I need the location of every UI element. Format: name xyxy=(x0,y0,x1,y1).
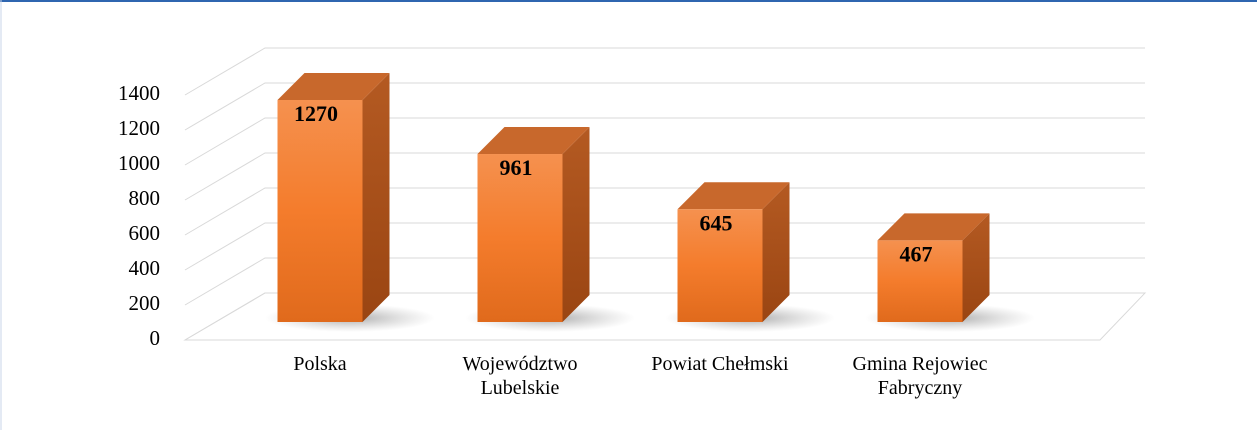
data-label: 961 xyxy=(500,155,533,180)
bar xyxy=(677,182,790,322)
grid-line xyxy=(184,117,1145,166)
x-tick-label-box: Powiat Chełmski xyxy=(651,353,789,375)
x-tick-label: Powiat Chełmski xyxy=(651,353,789,375)
grid-line xyxy=(184,257,1145,306)
bar-top xyxy=(877,213,990,241)
x-tick-label-box: Polska xyxy=(293,353,347,375)
data-label: 467 xyxy=(900,241,933,266)
y-tick-label: 1000 xyxy=(118,151,160,175)
y-tick-label: 1400 xyxy=(118,81,160,105)
bar-side xyxy=(362,73,390,322)
y-tick-label: 800 xyxy=(129,186,161,210)
bar-front xyxy=(877,240,963,322)
bar-top xyxy=(677,182,790,210)
y-tick-label: 1200 xyxy=(118,116,160,140)
bar xyxy=(877,213,990,322)
bar-front xyxy=(277,100,363,322)
grid-line xyxy=(184,222,1145,271)
bar xyxy=(277,73,390,322)
bar-side xyxy=(762,182,790,322)
grid-line xyxy=(184,47,1145,96)
bar-front xyxy=(677,209,763,322)
plot: 0 200 400 600 800 1000 1200 1400 1270 Polska 961 Wo… xyxy=(118,47,1147,399)
bar-side xyxy=(962,213,990,322)
grid-line xyxy=(184,292,1145,341)
x-tick-label: Województwo Lubelskie xyxy=(462,353,578,399)
y-tick-label: 200 xyxy=(129,291,161,315)
bar-side xyxy=(562,127,590,322)
grid-line xyxy=(184,152,1145,201)
y-tick-label: 0 xyxy=(150,326,161,350)
x-tick-label: Gmina Rejowiec Fabryczny xyxy=(852,353,988,399)
x-tick-label: Polska xyxy=(293,353,347,375)
bar-top xyxy=(477,127,590,155)
grid-line xyxy=(184,187,1145,236)
data-label: 645 xyxy=(700,210,733,235)
grid-line xyxy=(184,82,1145,131)
x-tick-label-box: Gmina Rejowiec Fabryczny xyxy=(852,353,988,399)
x-tick-label-box: Województwo Lubelskie xyxy=(462,353,578,399)
y-tick-label: 600 xyxy=(129,221,161,245)
data-label: 1270 xyxy=(294,101,338,126)
bar xyxy=(477,127,590,322)
bar-top xyxy=(277,73,390,100)
bar-front xyxy=(477,154,563,322)
y-tick-label: 400 xyxy=(129,256,161,280)
